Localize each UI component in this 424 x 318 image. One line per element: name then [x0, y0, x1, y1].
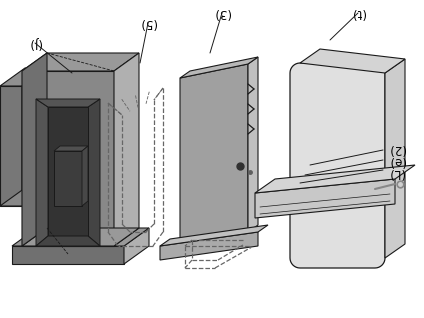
Polygon shape: [255, 179, 395, 218]
Polygon shape: [248, 57, 258, 232]
Polygon shape: [0, 86, 22, 206]
Polygon shape: [36, 99, 100, 107]
Polygon shape: [22, 71, 114, 246]
Polygon shape: [290, 63, 385, 268]
Polygon shape: [0, 188, 47, 206]
Polygon shape: [88, 99, 100, 246]
Polygon shape: [82, 146, 88, 206]
Text: (L): (L): [388, 165, 404, 178]
Polygon shape: [160, 232, 258, 260]
Polygon shape: [160, 225, 268, 246]
Text: (5): (5): [139, 17, 156, 30]
Polygon shape: [12, 246, 124, 264]
Polygon shape: [48, 107, 88, 236]
Text: (3): (3): [214, 6, 230, 19]
Text: (J): (J): [29, 37, 41, 50]
Polygon shape: [22, 53, 139, 71]
Text: (t): (t): [351, 6, 365, 19]
Polygon shape: [0, 68, 47, 86]
Polygon shape: [12, 228, 149, 246]
Polygon shape: [124, 228, 149, 264]
Polygon shape: [114, 53, 139, 246]
Polygon shape: [255, 165, 415, 193]
Polygon shape: [36, 99, 48, 246]
Polygon shape: [22, 68, 47, 206]
Polygon shape: [385, 59, 405, 258]
Text: (e): (e): [388, 154, 404, 167]
Polygon shape: [22, 53, 47, 246]
Polygon shape: [180, 57, 258, 78]
Polygon shape: [36, 236, 100, 246]
Polygon shape: [300, 49, 405, 73]
Polygon shape: [54, 146, 88, 151]
Polygon shape: [180, 64, 248, 246]
Polygon shape: [54, 151, 82, 206]
Text: (2): (2): [388, 142, 405, 155]
Polygon shape: [22, 228, 139, 246]
